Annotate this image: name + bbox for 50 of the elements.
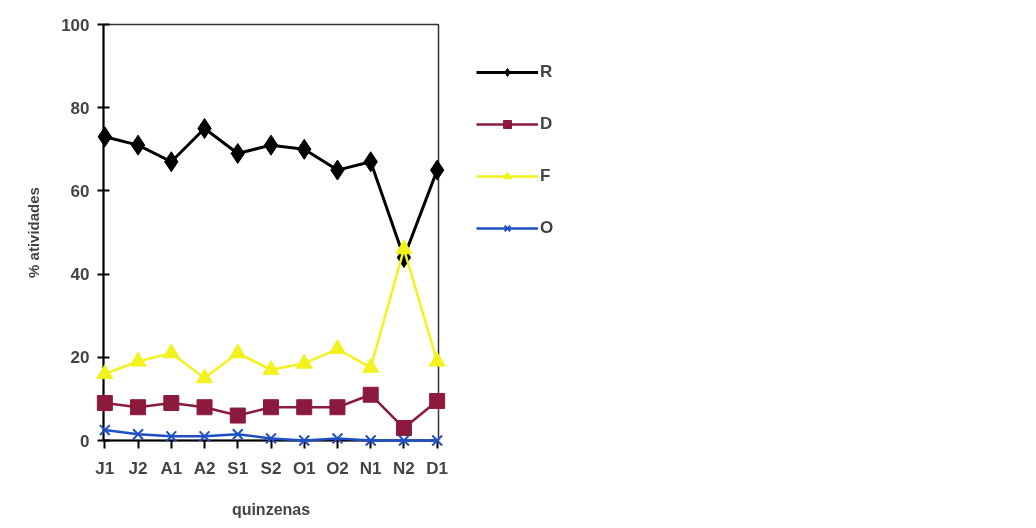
point — [431, 434, 444, 447]
x-tick-label: N1 — [359, 458, 382, 478]
legend-label: R — [540, 62, 554, 82]
point — [231, 428, 244, 441]
point — [362, 386, 379, 403]
point — [397, 434, 410, 447]
point — [328, 339, 346, 355]
x-tick-label: S1 — [227, 458, 249, 478]
x-tick-label: S2 — [260, 458, 282, 478]
point — [331, 432, 344, 445]
x-tick-label: J2 — [128, 458, 148, 478]
point — [395, 420, 412, 437]
y-tick-label: 100 — [61, 15, 90, 35]
x-tick-label: O1 — [292, 458, 316, 478]
point — [263, 134, 279, 156]
point — [263, 399, 279, 416]
x-tick-label: O2 — [326, 458, 349, 478]
y-tick-label: 80 — [70, 98, 90, 118]
point — [198, 430, 211, 443]
point — [96, 364, 114, 380]
x-axis-title: quinzenas — [231, 500, 311, 518]
point — [296, 399, 313, 416]
x-tick-label: J1 — [95, 458, 115, 478]
point — [265, 432, 277, 445]
point — [165, 430, 178, 443]
point — [364, 434, 377, 447]
y-tick-label: 40 — [70, 265, 90, 285]
legend-label: O — [540, 218, 555, 238]
y-tick-label: 60 — [70, 181, 90, 201]
point — [229, 407, 246, 424]
x-tick-label: A1 — [160, 458, 183, 478]
x-tick-label: D1 — [426, 458, 449, 478]
point — [132, 428, 145, 441]
point — [196, 399, 213, 416]
legend-label: D — [540, 114, 554, 134]
y-tick-label: 0 — [80, 431, 90, 451]
point — [130, 134, 146, 156]
x-tick-label: A2 — [193, 458, 216, 478]
legend-label: F — [540, 166, 552, 186]
point — [329, 399, 346, 416]
point — [96, 395, 113, 412]
y-tick-label: 20 — [70, 348, 90, 368]
point — [130, 399, 147, 416]
point — [429, 392, 446, 409]
point — [163, 395, 180, 412]
x-tick-label: N2 — [393, 458, 415, 478]
point — [197, 118, 212, 139]
point — [98, 424, 111, 437]
point — [298, 434, 311, 447]
y-axis-title: % atividades — [25, 187, 43, 278]
